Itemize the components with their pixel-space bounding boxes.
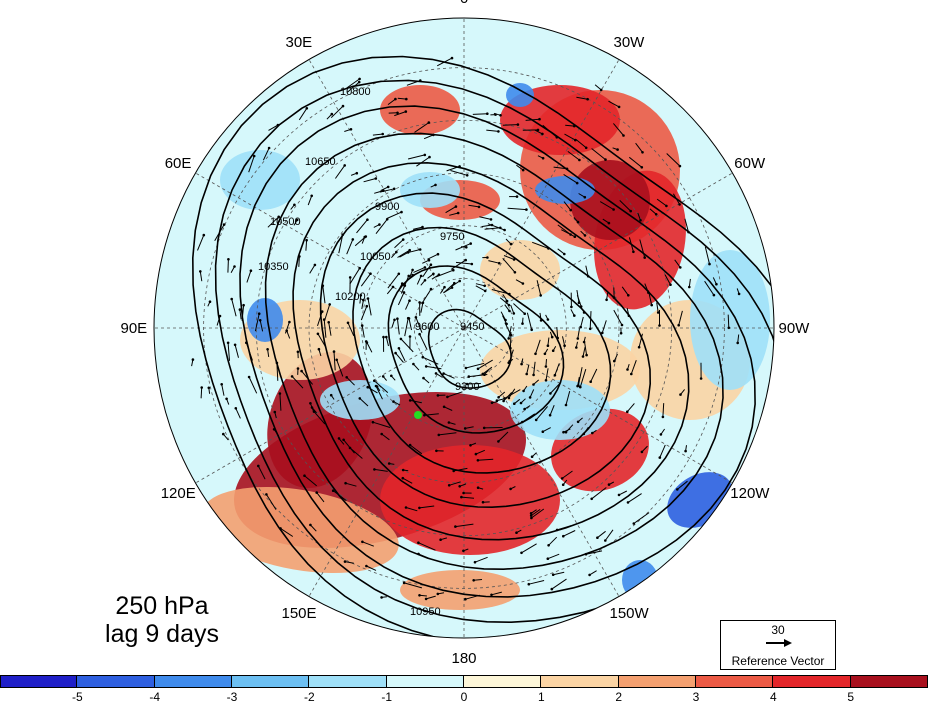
longitude-label: 30E	[286, 34, 313, 51]
colorbar-segment	[619, 675, 696, 688]
lag-label: lag 9 days	[92, 620, 232, 648]
longitude-label: 180	[452, 650, 477, 667]
colorbar-segment	[773, 675, 850, 688]
longitude-label: 120W	[730, 485, 769, 502]
colorbar-segment	[696, 675, 773, 688]
contour-label: 9900	[375, 201, 399, 213]
longitude-label: 150E	[282, 605, 317, 622]
longitude-label: 150W	[610, 605, 649, 622]
contour-label: 10050	[360, 251, 391, 263]
contour-label: 9600	[415, 321, 439, 333]
colorbar-segment	[0, 675, 77, 688]
longitude-label: 0	[460, 0, 468, 7]
colorbar-segment	[309, 675, 386, 688]
longitude-label: 90E	[121, 320, 148, 337]
longitude-label: 120E	[161, 485, 196, 502]
contour-label: 10500	[270, 216, 301, 228]
contour-label: 10350	[258, 261, 289, 273]
longitude-label: 60W	[734, 155, 765, 172]
longitude-label: 60E	[165, 155, 192, 172]
pressure-level: 250 hPa	[92, 592, 232, 620]
contour-label: 10200	[335, 291, 366, 303]
contour-label: 10800	[340, 86, 371, 98]
colorbar-segment	[851, 675, 928, 688]
map-title: 250 hPa lag 9 days	[92, 592, 232, 648]
contour-label: 9750	[440, 231, 464, 243]
contour-label: 9450	[460, 321, 484, 333]
longitude-label: 30W	[614, 34, 645, 51]
colorbar-segment	[387, 675, 464, 688]
longitude-label: 90W	[779, 320, 810, 337]
location-marker	[414, 411, 422, 419]
reference-vector-box: 30 Reference Vector	[720, 620, 836, 670]
contour-label: 9300	[455, 381, 479, 393]
colorbar-segment	[77, 675, 154, 688]
contour-label: 10650	[305, 156, 336, 168]
colorbar-segment	[541, 675, 618, 688]
colorbar-segment	[232, 675, 309, 688]
reference-arrow-icon	[765, 637, 793, 649]
colorbar-segment	[155, 675, 232, 688]
colorbar-segment	[464, 675, 541, 688]
reference-vector-value: 30	[721, 623, 835, 637]
contour-label: 10950	[410, 606, 441, 618]
reference-vector-label: Reference Vector	[721, 654, 835, 668]
